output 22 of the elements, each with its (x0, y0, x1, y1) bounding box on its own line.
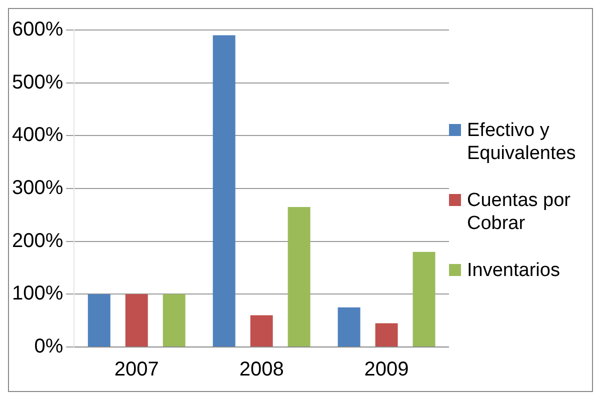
y-tick-label: 0% (34, 336, 64, 358)
bar (250, 315, 273, 346)
legend-label: Cuentas por Cobrar (467, 188, 572, 234)
bar (125, 294, 148, 346)
x-tick-label: 2007 (114, 358, 159, 381)
y-tick-label: 300% (12, 177, 64, 200)
bar (338, 307, 360, 346)
y-tick-label: 200% (12, 230, 64, 252)
legend-label: Inventarios (467, 258, 560, 282)
bar (88, 294, 110, 346)
y-tick-label: 600% (12, 18, 64, 41)
bar (375, 323, 398, 346)
x-tick-label: 2008 (239, 358, 284, 381)
y-tick-label: 100% (12, 282, 64, 305)
legend-label: Efectivo y Equivalentes (467, 118, 577, 164)
bar (412, 252, 436, 346)
bar (162, 294, 186, 346)
y-tick-label: 400% (12, 124, 64, 146)
y-tick-label: 500% (12, 71, 64, 94)
x-tick-label: 2009 (364, 358, 409, 381)
bar (288, 206, 310, 346)
bar (212, 35, 236, 346)
